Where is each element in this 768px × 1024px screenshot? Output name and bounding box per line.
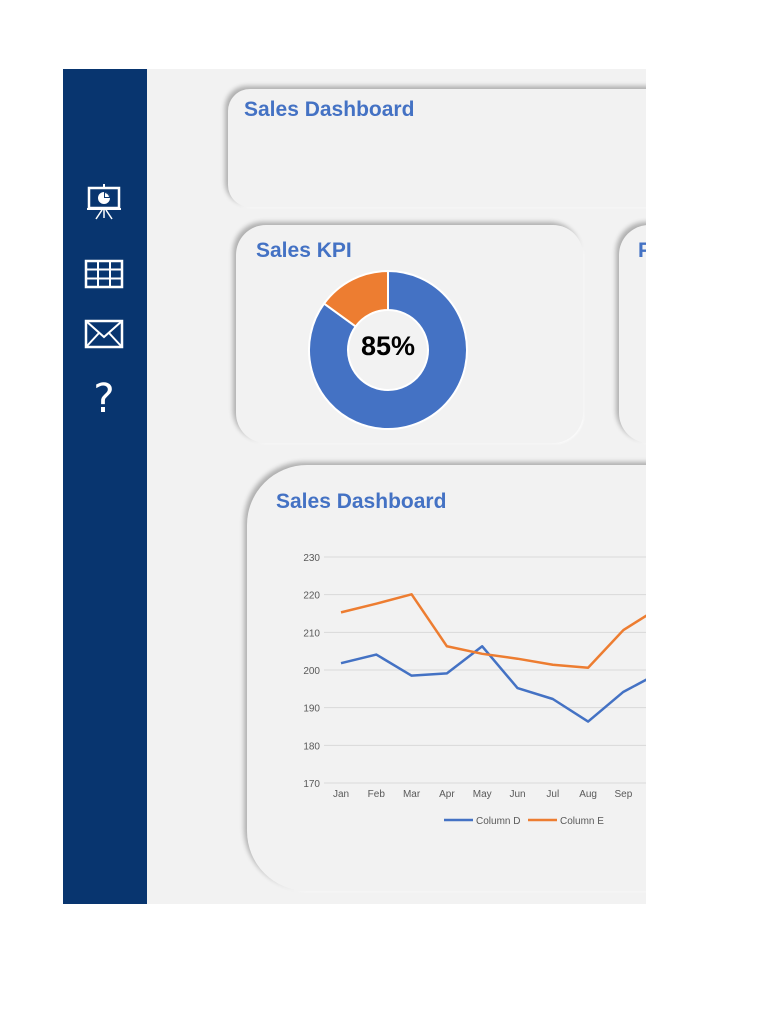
sidebar-item-dashboard[interactable] xyxy=(82,180,126,224)
presentation-chart-icon xyxy=(87,184,121,220)
envelope-icon xyxy=(84,319,124,349)
partial-card: P xyxy=(619,225,646,443)
chart-card: Sales Dashboard xyxy=(247,465,646,891)
kpi-title: Sales KPI xyxy=(256,239,352,262)
help-question-icon: ? xyxy=(93,376,115,422)
kpi-donut-chart xyxy=(308,269,468,430)
donut-slice-remaining xyxy=(322,269,389,328)
table-grid-icon xyxy=(84,259,124,289)
sidebar: ? xyxy=(63,69,147,904)
header-title: Sales Dashboard xyxy=(244,98,415,121)
header-card: Sales Dashboard xyxy=(228,89,646,207)
kpi-value: 85% xyxy=(360,331,416,361)
sidebar-item-table[interactable] xyxy=(82,252,126,296)
dashboard: ? Sales Dashboard Sales KPI 85% P Sales … xyxy=(63,69,646,904)
kpi-card: Sales KPI 85% xyxy=(236,225,583,443)
partial-card-title: P xyxy=(638,239,646,262)
chart-title: Sales Dashboard xyxy=(276,490,447,513)
sidebar-item-help[interactable]: ? xyxy=(82,377,126,421)
sidebar-item-mail[interactable] xyxy=(82,312,126,356)
donut-slice-achieved xyxy=(308,269,468,430)
